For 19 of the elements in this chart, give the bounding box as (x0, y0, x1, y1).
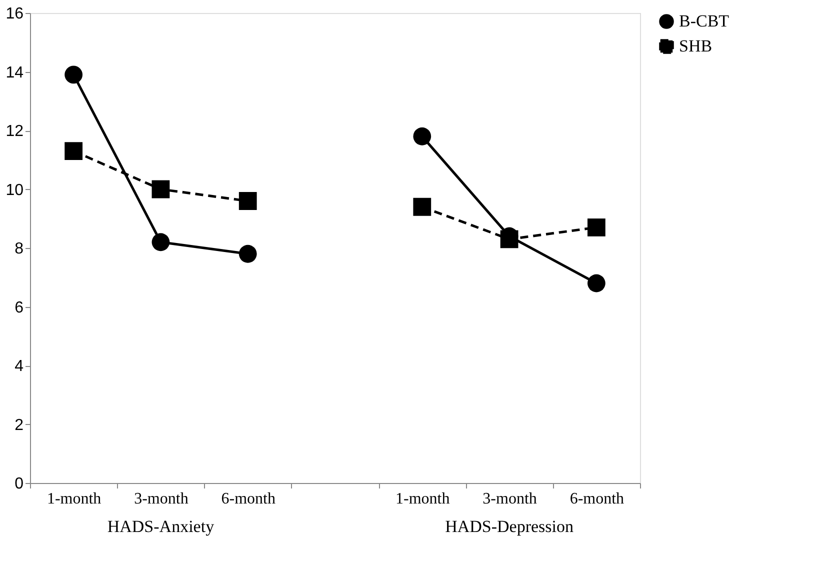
y-tick-label: 0 (14, 476, 24, 492)
x-tick-label: 1-month (46, 490, 102, 508)
x-tick-label: 1-month (396, 490, 450, 508)
y-tick-label: 2 (14, 416, 24, 434)
legend-label: B-CBT (679, 12, 730, 30)
legend-label: SHB (679, 36, 712, 56)
x-tick-label: 3-month (482, 490, 537, 508)
x-tick-label: 6-month (221, 490, 276, 508)
y-tick-label: 12 (6, 123, 24, 140)
x-tick-label: 3-month (134, 490, 188, 508)
y-tick-label: 6 (14, 299, 24, 316)
y-tick-label: 16 (6, 6, 24, 22)
y-tick-label: 4 (14, 358, 24, 375)
text: HADS-Anxiety (107, 517, 215, 536)
x-tick-label: 6-month (570, 490, 624, 508)
y-tick-label: 14 (6, 64, 24, 82)
y-tick-label: 8 (14, 240, 24, 258)
y-tick-label: 10 (6, 182, 24, 199)
text: HADS-Depression (445, 517, 574, 536)
